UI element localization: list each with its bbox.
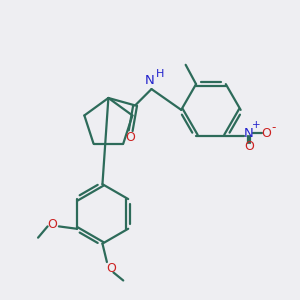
Text: -: - xyxy=(271,121,275,134)
Text: O: O xyxy=(106,262,116,275)
Text: O: O xyxy=(47,218,57,231)
Text: O: O xyxy=(126,131,136,144)
Text: N: N xyxy=(145,74,155,87)
Text: O: O xyxy=(261,127,271,140)
Text: H: H xyxy=(156,69,164,79)
Text: O: O xyxy=(244,140,254,153)
Text: +: + xyxy=(252,120,260,130)
Text: N: N xyxy=(244,127,254,140)
